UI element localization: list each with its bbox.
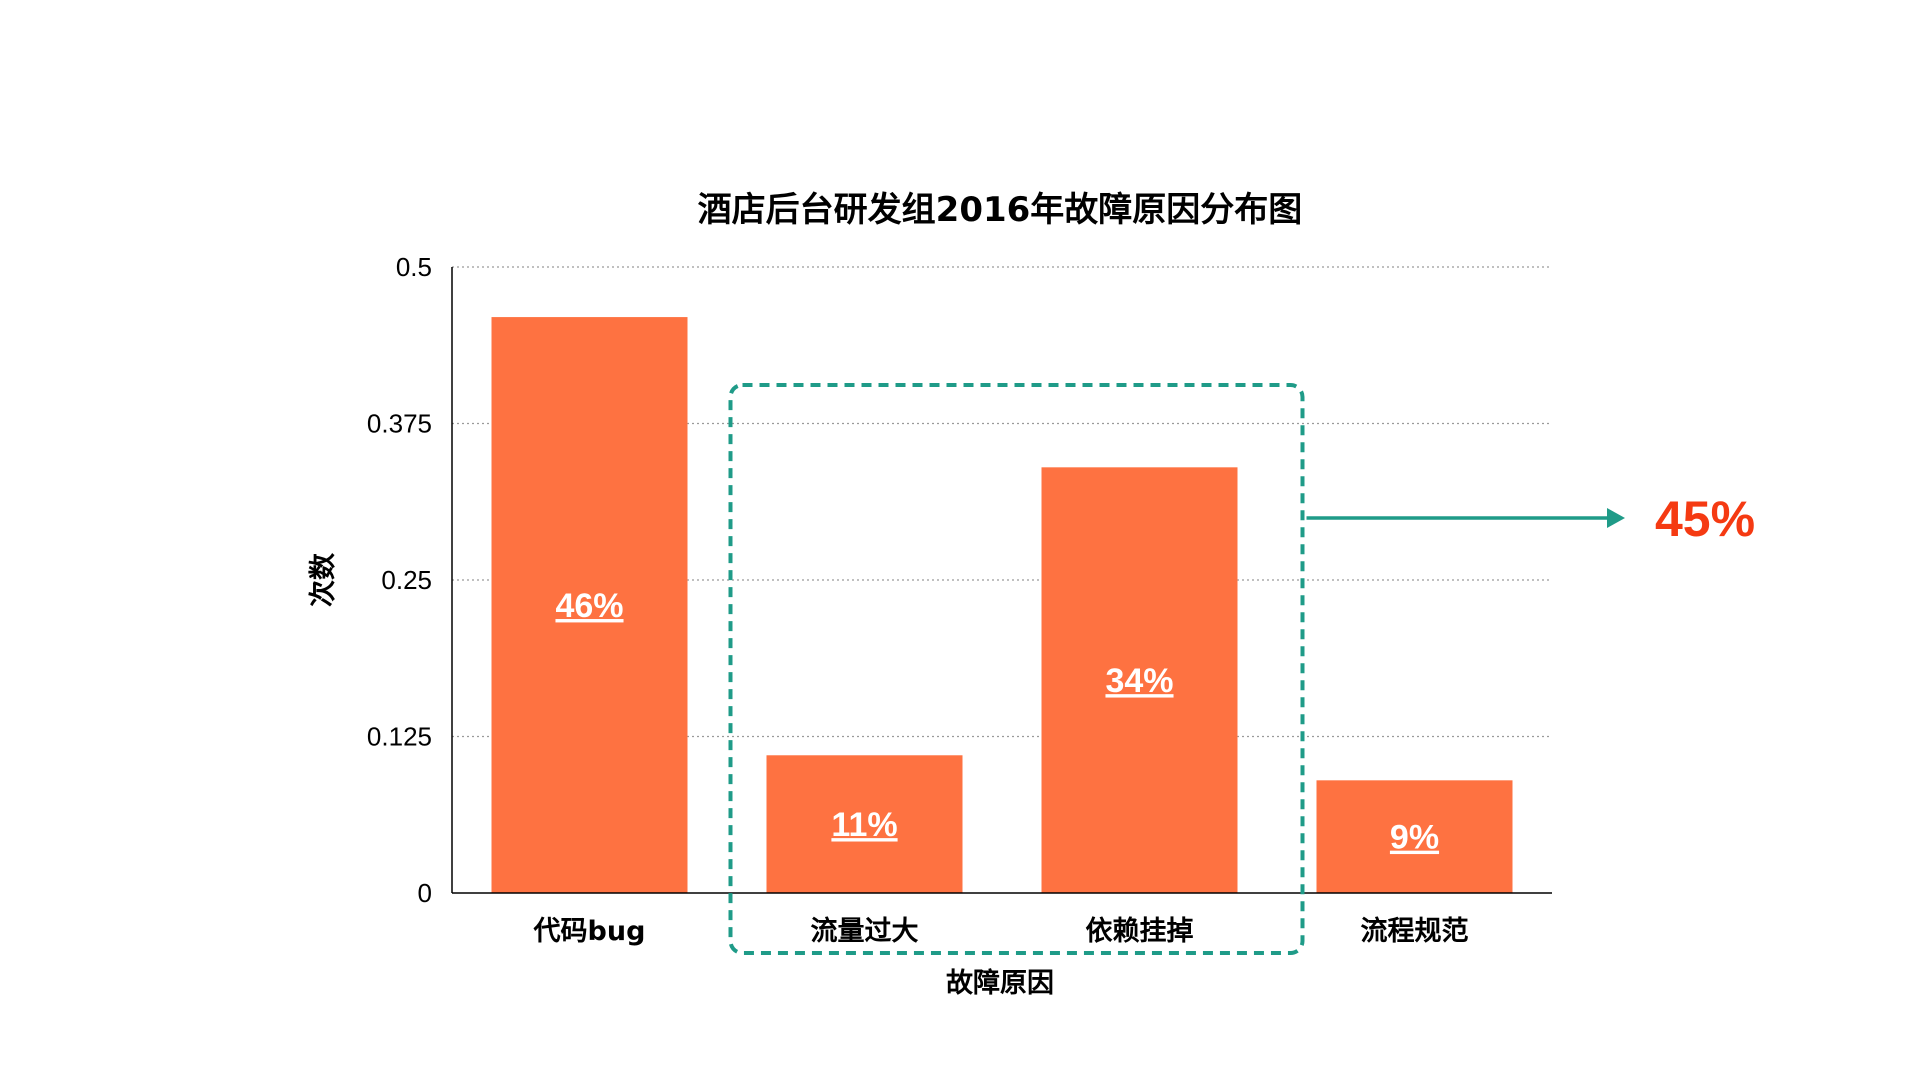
bar — [1041, 467, 1238, 893]
highlight-box — [728, 383, 1305, 955]
x-category-label: 流量过大 — [811, 916, 919, 947]
callout-arrow-head — [1607, 508, 1625, 528]
y-tick-label: 0.125 — [367, 722, 432, 752]
bar — [1316, 780, 1513, 893]
y-tick-label: 0.5 — [396, 252, 432, 282]
highlight-group: 45% — [728, 383, 1755, 955]
y-tick-label: 0 — [418, 878, 432, 908]
highlight-total-label: 45% — [1655, 491, 1755, 547]
y-tick-label: 0.375 — [367, 409, 432, 439]
x-category-label: 依赖挂掉 — [1086, 916, 1194, 947]
bar — [766, 755, 963, 893]
bar-data-label: 11% — [831, 806, 897, 844]
y-axis-title: 次数 — [308, 552, 339, 607]
bars: 46% 11% 34% 9% — [491, 317, 1513, 894]
bar-data-label: 34% — [1105, 662, 1173, 700]
bar-data-label: 46% — [555, 587, 623, 625]
chart-title: 酒店后台研发组2016年故障原因分布图 — [698, 190, 1303, 230]
x-category-labels: 代码bug 流量过大 依赖挂掉 流程规范 — [533, 916, 1469, 947]
bar — [491, 317, 688, 894]
grid-lines — [452, 266, 1552, 738]
x-category-label: 代码bug — [533, 916, 646, 947]
y-tick-labels: 0 0.125 0.25 0.375 0.5 — [367, 252, 432, 908]
x-category-label: 流程规范 — [1361, 916, 1469, 947]
y-tick-label: 0.25 — [381, 565, 432, 595]
x-axis-title: 故障原因 — [946, 967, 1054, 999]
axes — [451, 267, 1552, 894]
bar-data-label: 9% — [1390, 819, 1439, 857]
